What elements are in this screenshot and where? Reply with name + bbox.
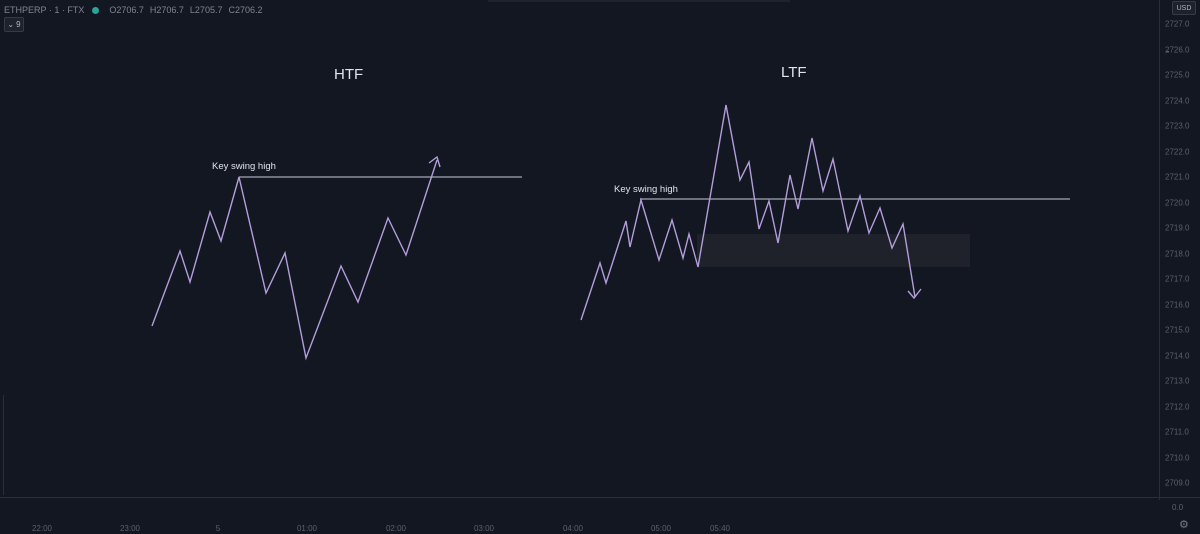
time-axis[interactable]: 22:00 23:00 5 01:00 02:00 03:00 04:00 05… [0, 497, 1159, 534]
price-tick: 2716.0 [1165, 300, 1190, 309]
ltf-price-path[interactable] [580, 104, 916, 321]
indicator-count: 9 [16, 20, 21, 29]
chart-drawings [151, 104, 1070, 361]
open-value: O2706.7 [109, 5, 144, 15]
price-tick: 2722.0 [1165, 147, 1190, 156]
gear-icon[interactable]: ⚙ [1179, 519, 1189, 531]
price-axis[interactable]: USD 2727.0 2726.0 2725.0 2724.0 2723.0 2… [1159, 0, 1200, 500]
price-tick: 2720.0 [1165, 198, 1190, 207]
time-tick: 5 [215, 524, 221, 533]
time-tick: 22:00 [31, 524, 53, 533]
htf-arrow-head-icon [428, 155, 441, 168]
time-tick: 23:00 [119, 524, 141, 533]
symbol-label[interactable]: ETHPERP · 1 · FTX [4, 5, 85, 15]
price-tick: 2726.0 [1165, 45, 1190, 54]
price-tick: 2709.0 [1165, 478, 1190, 488]
price-tick: 2710.0 [1165, 453, 1190, 462]
ltf-swing-label[interactable]: Key swing high [614, 184, 678, 195]
price-tick: 2712.0 [1165, 402, 1190, 411]
htf-title[interactable]: HTF [334, 66, 364, 83]
time-tick: 04:00 [562, 524, 584, 533]
price-tick: 2715.0 [1165, 325, 1190, 335]
htf-price-path[interactable] [151, 159, 438, 361]
time-tick: 05:00 [650, 524, 672, 533]
price-tick: 2711.0 [1165, 427, 1189, 437]
price-tick: 2718.0 [1165, 249, 1190, 258]
price-tick: 2714.0 [1165, 351, 1190, 360]
ohlc-values: O2706.7 H2706.7 L2705.7 C2706.2 [109, 5, 262, 15]
volume-bar [3, 395, 4, 495]
time-tick: 05:40 [709, 524, 731, 533]
top-scroll-indicator [488, 0, 790, 2]
volume-zero-label: 0.0 [1172, 503, 1184, 512]
chevron-down-icon: ⌄ [7, 20, 15, 29]
time-tick: 02:00 [385, 524, 407, 533]
market-status-icon [92, 6, 100, 14]
chart-legend: ETHPERP · 1 · FTX O2706.7 H2706.7 L2705.… [0, 0, 263, 20]
time-tick: 01:00 [296, 524, 318, 533]
price-tick: 2724.0 [1165, 96, 1190, 105]
time-tick: 03:00 [473, 524, 495, 533]
htf-swing-label[interactable]: Key swing high [212, 161, 276, 172]
price-tick: 2719.0 [1165, 223, 1190, 233]
price-tick: 2713.0 [1165, 376, 1190, 386]
low-value: L2705.7 [189, 5, 223, 15]
price-tick: 2725.0 [1165, 70, 1190, 80]
price-tick: 2717.0 [1165, 274, 1190, 284]
axis-marker [1166, 51, 1169, 52]
high-value: H2706.7 [149, 5, 184, 15]
currency-selector[interactable]: USD [1172, 1, 1196, 15]
ltf-arrow-head-icon [907, 288, 922, 300]
ltf-zone-box[interactable] [697, 234, 970, 267]
price-tick: 2727.0 [1165, 19, 1190, 29]
close-value: C2706.2 [228, 5, 263, 15]
axis-corner-divider [1159, 497, 1200, 498]
ltf-title[interactable]: LTF [781, 64, 807, 81]
price-tick: 2723.0 [1165, 121, 1190, 131]
indicators-toggle-button[interactable]: ⌄ 9 [4, 17, 24, 32]
price-tick: 2721.0 [1165, 172, 1190, 182]
